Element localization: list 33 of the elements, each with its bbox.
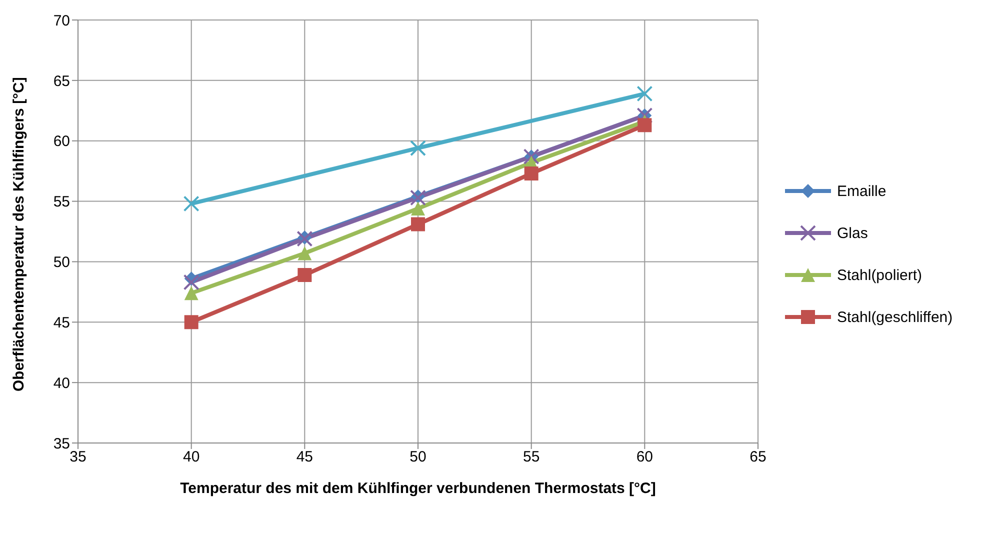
point [298,268,312,282]
point [298,246,312,260]
point [636,86,653,102]
y-axis-title: Oberflächentemperatur des Kühlfingers [°C] [10,77,28,392]
point [183,196,200,212]
point [524,166,538,180]
legend-label: Emaille [837,182,886,200]
y-tick-label: 45 [53,314,70,332]
x-tick-label: 65 [750,448,766,466]
y-tick-label: 35 [53,435,70,452]
legend-label: Stahl(poliert) [837,266,922,284]
point [411,217,425,232]
x-tick-label: 45 [296,448,314,466]
point [410,140,426,156]
x-tick-label: 60 [636,448,654,466]
y-tick-label: 40 [53,374,70,392]
x-axis-title: Temperatur des mit dem Kühlfinger verbundenen Thermostats [°C] [180,480,656,497]
point [184,286,198,300]
point [638,118,652,132]
x-tick-label: 50 [410,448,426,466]
x-tick-label: 35 [70,448,86,466]
point [184,315,198,330]
y-tick-label: 50 [53,254,70,272]
legend-label: Stahl(geschliffen) [837,308,953,326]
x-tick-label: 55 [522,448,540,466]
point [411,202,425,216]
y-tick-label: 65 [53,72,70,90]
y-tick-label: 55 [53,194,70,211]
x-tick-label: 40 [182,448,200,466]
point [183,274,200,290]
y-tick-label: 60 [53,133,70,150]
y-tick-label: 70 [53,12,70,30]
legend-label: Glas [837,224,868,242]
